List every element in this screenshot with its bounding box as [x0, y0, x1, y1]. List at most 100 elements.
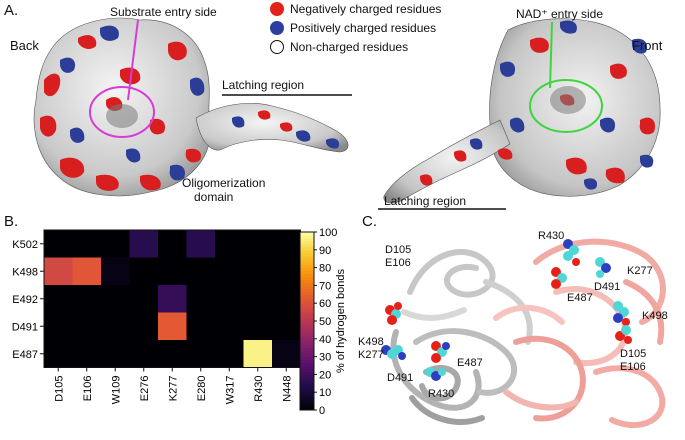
heatmap-cell	[44, 340, 73, 368]
heatmap-cell	[186, 285, 216, 313]
x-tick-label: N448	[281, 376, 293, 402]
legend-negative-label: Negatively charged residues	[290, 2, 442, 16]
heatmap-cell	[158, 257, 187, 286]
colorbar-tick-label: 100	[319, 227, 337, 239]
chain-a-ribbon	[390, 249, 533, 425]
heatmap-cell	[186, 257, 216, 286]
x-tick-label: E280	[196, 376, 208, 402]
colorbar	[299, 231, 315, 411]
y-tick-label: E487	[12, 349, 38, 361]
substrate-entry-pointer	[127, 19, 139, 101]
heatmap-cell	[44, 230, 73, 258]
colorbar-tick-label: 20	[319, 369, 331, 381]
nad-entry-ring	[529, 79, 603, 133]
heatmap-cell	[129, 257, 159, 286]
heatmap-cell	[215, 230, 244, 258]
label-e106-left: E106	[385, 257, 411, 269]
label-r430-right: R430	[538, 230, 565, 242]
back-protein-surface	[33, 17, 349, 197]
x-tick-label: E106	[82, 376, 94, 402]
colorbar-label: % of hydrogen bonds	[335, 269, 347, 373]
y-tick-label: K502	[12, 239, 38, 251]
heatmap-cell	[44, 285, 73, 313]
white-dot-icon	[270, 40, 284, 54]
label-k277-left: K277	[358, 349, 384, 361]
heatmap-cell	[101, 257, 130, 286]
oligomerization-line-2: domain	[194, 190, 234, 204]
label-d105-left: D105	[385, 244, 412, 256]
heatmap-cell	[215, 257, 244, 286]
oligomerization-line-1: Oligomerization	[182, 176, 266, 190]
y-tick-label: E492	[12, 294, 38, 306]
heatmap-cell	[72, 285, 102, 313]
residue-spheres-left	[381, 302, 450, 381]
colorbar-tick-label: 50	[319, 316, 331, 328]
label-k277-right: K277	[627, 265, 653, 277]
label-k498-left: K498	[358, 336, 384, 348]
heatmap-cell	[215, 312, 244, 341]
label-r430-left: R430	[428, 388, 455, 400]
nad-entry-label: NAD⁺ entry side	[516, 7, 604, 21]
heatmap-x-ticks: D105 E106 W109 E276 K277 E280 W317 R430 N448	[53, 367, 293, 405]
heatmap-cell	[272, 230, 301, 258]
heatmap-cell	[129, 285, 159, 313]
front-protein-surface	[383, 18, 661, 204]
heatmap-cell	[243, 312, 273, 341]
heatmap-cell	[272, 340, 301, 368]
panel-a-letter: A.	[4, 2, 19, 19]
heatmap-cell	[72, 257, 102, 286]
y-tick-label: K498	[12, 266, 38, 278]
heatmap-cell	[243, 257, 273, 286]
panel-a-surfaces	[33, 17, 661, 210]
colorbar-tick-label: 40	[319, 334, 331, 346]
heatmap-cell	[272, 312, 301, 341]
colorbar-tick-label: 80	[319, 263, 331, 275]
blue-dot-icon	[270, 21, 284, 35]
red-dot-icon	[270, 2, 284, 16]
legend-negative: Negatively charged residues	[270, 2, 441, 16]
heatmap-cell	[158, 312, 187, 341]
heatmap-cell	[72, 230, 102, 258]
panel-b-letter: B.	[4, 213, 19, 230]
heatmap-cell	[72, 312, 102, 341]
label-d491-right: D491	[594, 281, 621, 293]
x-tick-label: W317	[224, 376, 236, 405]
legend-neutral: Non-charged residues	[270, 40, 408, 54]
label-e487-left: E487	[457, 357, 483, 369]
heatmap-cell	[158, 230, 187, 258]
back-label: Back	[10, 38, 39, 53]
heatmap-cell	[129, 340, 159, 368]
heatmap-cell	[186, 312, 216, 341]
colorbar-tick-label: 10	[319, 387, 331, 399]
oligomerization-label: Oligomerization domain	[182, 176, 265, 204]
heatmap-cell	[243, 340, 273, 368]
colorbar-tick-label: 0	[319, 405, 325, 417]
x-tick-label: E276	[139, 376, 151, 402]
heatmap-cell	[186, 230, 216, 258]
residue-spheres-right	[551, 239, 632, 344]
heatmap-cell	[272, 257, 301, 286]
x-tick-label: W109	[110, 376, 122, 405]
nad-entry-pointer	[549, 21, 553, 89]
heatmap-cell	[158, 285, 187, 313]
legend-positive-label: Positively charged residues	[290, 21, 437, 35]
x-tick-label: D105	[53, 376, 65, 402]
label-d491-left: D491	[387, 372, 414, 384]
heatmap-cell	[129, 230, 159, 258]
legend-positive: Positively charged residues	[270, 21, 436, 35]
y-tick-label: D491	[12, 321, 38, 333]
heatmap-cells	[44, 230, 301, 368]
substrate-entry-label: Substrate entry side	[110, 5, 217, 19]
heatmap-cell	[101, 285, 130, 313]
heatmap-cell	[215, 340, 244, 368]
heatmap-y-ticks: K502 K498 E492 D491 E487	[12, 239, 44, 361]
colorbar-tick-label: 90	[319, 245, 331, 257]
heatmap-cell	[243, 285, 273, 313]
heatmap-cell	[101, 312, 130, 341]
heatmap-cell	[272, 285, 301, 313]
colorbar-ticks: 0 10 20 30 40 50 60 70 80 90 100	[314, 227, 337, 417]
heatmap-cell	[158, 340, 187, 368]
latching-bottom-label: Latching region	[384, 194, 467, 208]
heatmap-cell	[129, 312, 159, 341]
front-label: Front	[632, 38, 663, 53]
